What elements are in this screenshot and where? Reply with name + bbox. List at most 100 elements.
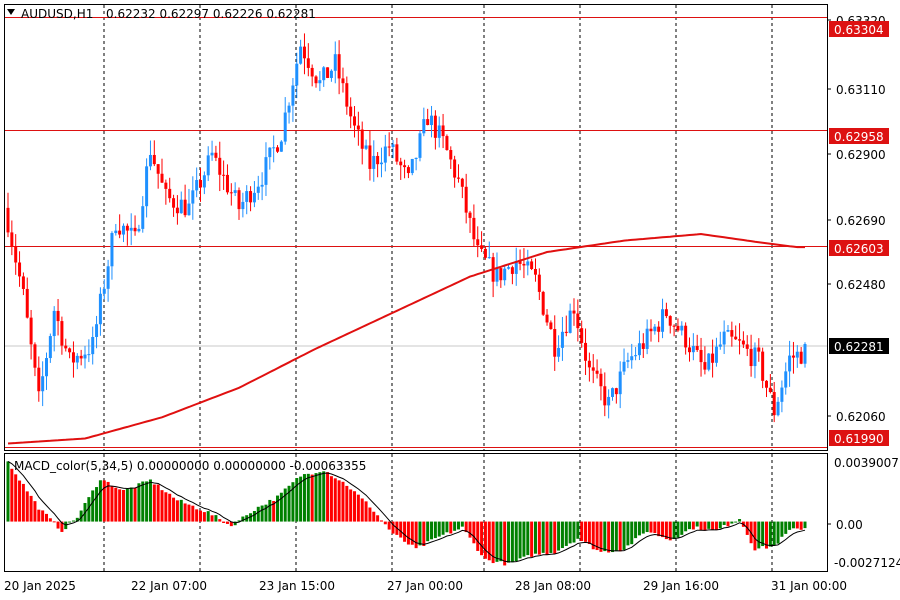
macd-bar bbox=[430, 521, 434, 540]
macd-bar bbox=[75, 517, 79, 522]
macd-bar bbox=[379, 520, 383, 522]
bull-candle bbox=[329, 70, 333, 78]
macd-bar bbox=[256, 506, 260, 522]
bull-candle bbox=[202, 175, 206, 188]
macd-bar bbox=[414, 521, 418, 549]
macd-bar bbox=[106, 481, 110, 522]
bear-candle bbox=[345, 83, 349, 107]
macd-bar bbox=[179, 499, 183, 522]
macd-bar bbox=[102, 480, 106, 522]
bear-candle bbox=[183, 199, 187, 216]
macd-bar bbox=[695, 521, 699, 527]
macd-bar bbox=[499, 521, 503, 562]
bull-candle bbox=[637, 343, 641, 356]
macd-bar bbox=[160, 490, 164, 522]
bear-candle bbox=[160, 173, 164, 183]
bear-candle bbox=[453, 159, 457, 178]
bear-candle bbox=[537, 274, 541, 292]
macd-bar bbox=[187, 504, 191, 522]
bear-candle bbox=[472, 217, 476, 240]
macd-bar bbox=[56, 521, 60, 529]
bear-candle bbox=[10, 232, 14, 247]
bull-candle bbox=[318, 80, 322, 84]
bear-candle bbox=[326, 67, 330, 78]
bear-candle bbox=[799, 351, 803, 364]
macd-bar bbox=[152, 484, 156, 522]
macd-bar bbox=[241, 516, 245, 522]
symbol-dropdown-icon[interactable] bbox=[7, 9, 15, 15]
bear-candle bbox=[468, 212, 472, 218]
macd-bar bbox=[98, 480, 102, 522]
time-label: 29 Jan 16:00 bbox=[643, 579, 719, 593]
bear-candle bbox=[614, 388, 618, 395]
bear-candle bbox=[664, 309, 668, 317]
macd-bar bbox=[522, 521, 526, 557]
bull-candle bbox=[418, 133, 422, 158]
bear-candle bbox=[360, 129, 364, 149]
macd-bar bbox=[125, 488, 129, 522]
macd-bar bbox=[156, 484, 160, 522]
macd-bar bbox=[591, 521, 595, 550]
bear-candle bbox=[649, 328, 653, 332]
macd-bar bbox=[687, 521, 691, 530]
bear-candle bbox=[406, 167, 410, 174]
macd-bar bbox=[341, 481, 345, 522]
macd-bar bbox=[641, 521, 645, 534]
horizontal-levels[interactable] bbox=[5, 17, 827, 448]
bull-candle bbox=[560, 331, 564, 348]
macd-bar bbox=[337, 480, 341, 522]
macd-bar bbox=[41, 510, 45, 522]
macd-bar bbox=[426, 521, 430, 542]
bear-candle bbox=[376, 155, 380, 165]
macd-bar bbox=[761, 521, 765, 547]
macd-bar bbox=[757, 521, 761, 549]
macd-bar bbox=[360, 498, 364, 522]
macd-bar bbox=[468, 521, 472, 538]
bull-candle bbox=[422, 119, 426, 134]
level-tag: 0.62958 bbox=[829, 128, 889, 144]
macd-bar bbox=[776, 521, 780, 544]
bear-candle bbox=[456, 177, 460, 179]
macd-bar bbox=[268, 499, 272, 522]
bear-candle bbox=[530, 261, 534, 269]
bear-candle bbox=[156, 164, 160, 174]
macd-bar bbox=[214, 515, 218, 522]
bear-candle bbox=[218, 157, 222, 175]
time-label: 22 Jan 07:00 bbox=[131, 579, 207, 593]
macd-bar bbox=[661, 521, 665, 538]
bear-candle bbox=[18, 262, 22, 277]
macd-bar bbox=[287, 485, 291, 522]
bull-candle bbox=[379, 162, 383, 165]
bear-candle bbox=[222, 174, 226, 176]
bear-candle bbox=[711, 353, 715, 363]
macd-bar bbox=[753, 521, 757, 551]
bear-candle bbox=[68, 348, 72, 353]
macd-bar bbox=[711, 521, 715, 530]
macd-bar bbox=[795, 521, 799, 529]
bull-candle bbox=[233, 190, 237, 193]
bull-candle bbox=[410, 158, 414, 174]
bear-candle bbox=[199, 180, 203, 188]
macd-bar bbox=[310, 474, 314, 522]
bear-candle bbox=[433, 115, 437, 138]
bull-candle bbox=[507, 267, 511, 269]
bear-candle bbox=[699, 349, 703, 363]
macd-bar bbox=[568, 521, 572, 544]
macd-bar bbox=[148, 479, 152, 522]
macd-bar bbox=[322, 471, 326, 522]
bull-candle bbox=[776, 401, 780, 416]
macd-bar bbox=[264, 504, 268, 522]
bull-candle bbox=[722, 331, 726, 345]
macd-bar bbox=[618, 521, 622, 552]
macd-bar bbox=[564, 521, 568, 546]
bear-candle bbox=[584, 342, 588, 361]
bull-candle bbox=[75, 355, 79, 363]
macd-bar bbox=[553, 521, 557, 554]
svg-text:0.62958: 0.62958 bbox=[834, 130, 884, 144]
ohlc-values: 0.62232 0.62297 0.62226 0.62281 bbox=[106, 7, 316, 21]
bear-candle bbox=[460, 178, 464, 187]
macd-tick: 0.0039007 bbox=[834, 456, 899, 470]
macd-bar bbox=[276, 495, 280, 522]
macd-bar bbox=[229, 521, 233, 527]
